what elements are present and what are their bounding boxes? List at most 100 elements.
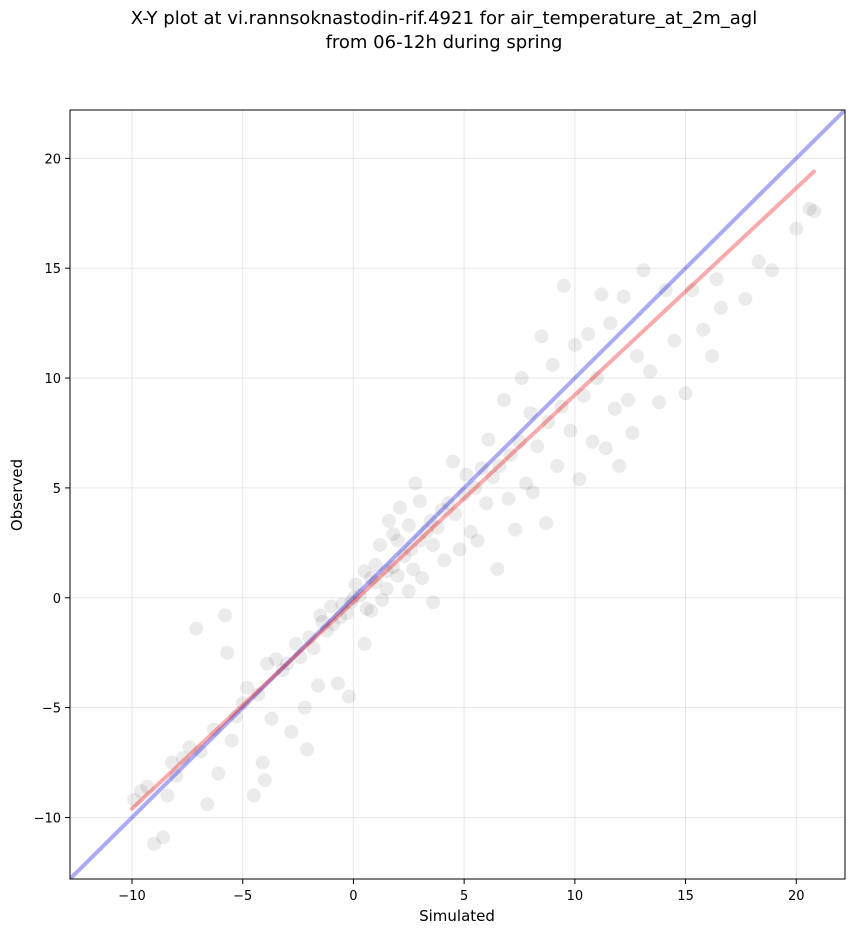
scatter-point [519, 476, 534, 491]
scatter-point [368, 575, 383, 590]
scatter-point [603, 316, 618, 331]
scatter-point [140, 779, 155, 794]
scatter-point [224, 733, 239, 748]
y-axis-label: Observed [8, 459, 26, 531]
scatter-point [127, 792, 142, 807]
scatter-point [193, 744, 208, 759]
scatter-point [512, 434, 527, 449]
scatter-point [523, 406, 538, 421]
scatter-point [275, 663, 290, 678]
scatter-point [288, 636, 303, 651]
scatter-point [714, 300, 728, 315]
scatter-point [344, 595, 359, 610]
scatter-point [497, 393, 511, 408]
scatter-point [441, 496, 456, 511]
scatter-point [379, 581, 394, 596]
scatter-point [268, 652, 283, 667]
scatter-point [333, 610, 348, 625]
scatter-point [375, 592, 390, 607]
scatter-point [492, 458, 507, 473]
scatter-point [463, 524, 478, 539]
y-tick-label: 10 [44, 372, 61, 387]
scatter-point [368, 557, 383, 572]
scatter-point [446, 454, 461, 469]
scatter-point [319, 623, 334, 638]
scatter-point [807, 204, 821, 219]
scatter-point [508, 522, 523, 537]
grid-lines [70, 110, 845, 879]
scatter-point [390, 533, 405, 548]
scatter-point [342, 689, 356, 704]
x-tick-label: 20 [788, 889, 805, 904]
scatter-point [667, 333, 682, 348]
scatter-point [339, 606, 354, 621]
scatter-point [260, 656, 275, 671]
scatter-point [206, 722, 221, 737]
scatter-point [705, 349, 720, 364]
scatter-point [643, 364, 658, 379]
scatter-point [306, 641, 321, 656]
scatter-point [468, 480, 483, 495]
scatter-point [598, 441, 613, 456]
scatter-point [175, 751, 190, 766]
scatter-point [426, 595, 441, 610]
scatter-point [392, 500, 407, 515]
scatter-point [563, 423, 578, 438]
scatter-point [364, 603, 379, 618]
scatter-point [503, 447, 518, 462]
scatter-point [235, 696, 250, 711]
scatter-point [381, 513, 396, 528]
scatter-point [133, 784, 148, 799]
x-axis-label: Simulated [419, 907, 495, 925]
scatter-point [346, 590, 361, 605]
scatter-point [315, 614, 330, 629]
regression-line [130, 169, 816, 811]
scatter-point [448, 507, 463, 522]
line-layer [70, 110, 845, 879]
scatter-point [229, 709, 244, 724]
scatter-point [685, 283, 700, 298]
scatter-point [218, 608, 232, 623]
scatter-point [738, 291, 753, 306]
scatter-point [408, 476, 423, 491]
scatter-point [397, 549, 412, 564]
scatter-point [353, 588, 368, 603]
scatter-point [251, 687, 266, 702]
scatter-point [490, 562, 505, 577]
scatter-point [437, 553, 452, 568]
y-tick-label: 5 [53, 482, 61, 497]
scatter-point [246, 788, 261, 803]
plot-frame [69, 109, 846, 880]
scatter-point [452, 542, 467, 557]
scatter-point [696, 322, 711, 337]
scatter-point [470, 533, 485, 548]
x-axis: −10 −5 0 5 10 15 20 [118, 879, 805, 904]
scatter-point [590, 371, 604, 386]
scatter-point [430, 520, 445, 535]
scatter-point [412, 533, 427, 548]
scatter-point [401, 518, 416, 533]
scatter-point [297, 700, 312, 715]
scatter-point [435, 502, 449, 517]
scatter-point [621, 393, 635, 408]
scatter-point [554, 399, 569, 414]
scatter-point [200, 797, 215, 812]
scatter-point [415, 570, 430, 585]
scatter-point [326, 617, 341, 632]
scatter-point [406, 562, 421, 577]
scatter-point [293, 650, 308, 665]
scatter-point [302, 630, 317, 645]
scatter-point [616, 289, 631, 304]
scatter-point [189, 621, 204, 636]
scatter-point [709, 272, 724, 287]
scatter-point [373, 538, 387, 553]
scatter-point [169, 768, 184, 783]
scatter-point [629, 349, 644, 364]
y-tick-label: 15 [44, 262, 61, 277]
scatter-point [386, 527, 401, 542]
scatter-point [182, 740, 197, 755]
scatter-point [457, 487, 472, 502]
scatter-point [357, 636, 372, 651]
